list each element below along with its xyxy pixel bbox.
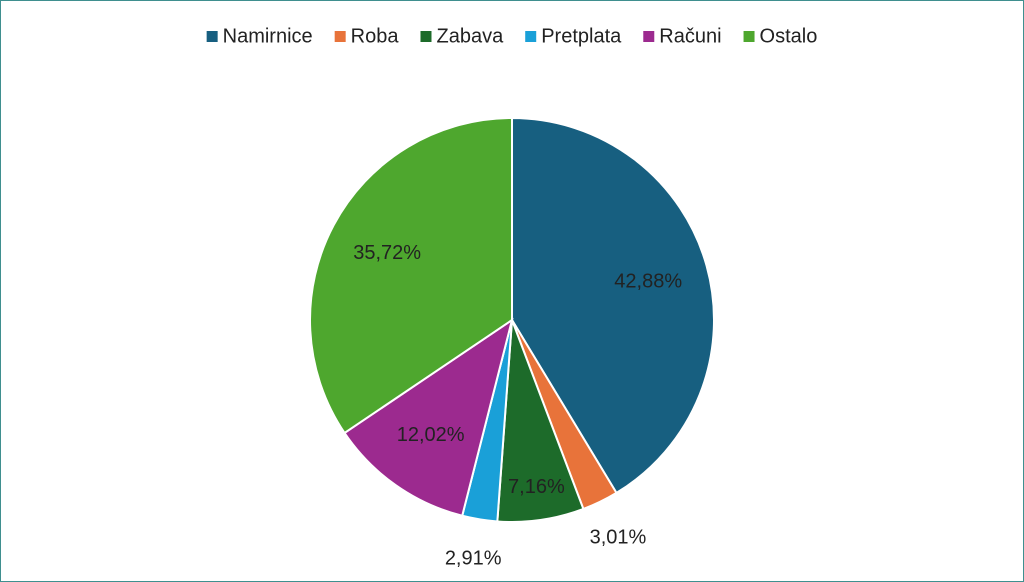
legend-marker (420, 31, 432, 42)
legend-marker (643, 31, 655, 42)
pie-slice (309, 116, 513, 435)
legend-label: Roba (351, 25, 400, 47)
data-label: 7,16% (508, 476, 565, 498)
data-label: 35,72% (353, 242, 421, 264)
legend-marker (334, 31, 346, 42)
data-label: 3,01% (590, 526, 647, 548)
legend-marker (206, 31, 218, 42)
data-label: 42,88% (614, 270, 682, 292)
legend-label: Pretplata (541, 25, 622, 47)
pie-slice (511, 116, 715, 495)
legend-label: Ostalo (760, 25, 818, 47)
legend-label: Računi (659, 25, 721, 47)
pie-slice (343, 317, 514, 517)
data-label: 12,02% (397, 424, 465, 446)
legend-marker (743, 31, 755, 42)
legend-label: Namirnice (223, 25, 313, 47)
legend-label: Zabava (436, 25, 504, 47)
data-label: 2,91% (445, 548, 502, 570)
legend-marker (525, 31, 537, 42)
